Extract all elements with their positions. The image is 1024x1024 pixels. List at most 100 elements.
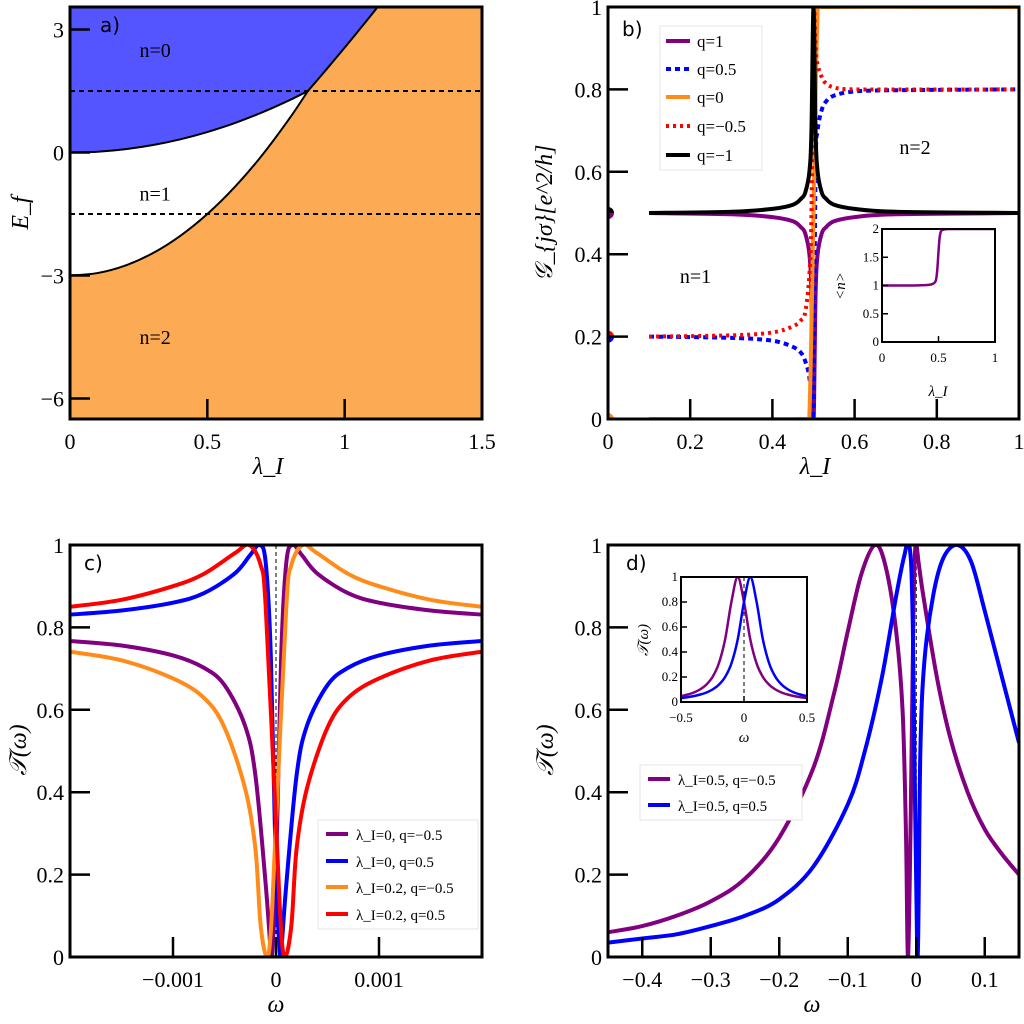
y-tick-label: 1 xyxy=(672,569,679,584)
x-tick-label: 0 xyxy=(603,429,614,454)
legend-label: q=0 xyxy=(697,88,724,107)
y-tick-label: 0.8 xyxy=(662,594,678,609)
y-tick-label: 0 xyxy=(591,945,602,970)
plot-frame xyxy=(680,576,808,703)
x-axis-label: λ_I xyxy=(799,454,831,480)
region-label-n2: n=2 xyxy=(899,137,930,159)
plot-frame xyxy=(606,543,1021,959)
x-tick-label: 0.8 xyxy=(923,429,951,454)
x-tick-label: −0.2 xyxy=(759,967,799,992)
region-label-n1: n=1 xyxy=(680,266,711,288)
region-label-n2: n=2 xyxy=(140,327,171,349)
y-axis-label: 𝒯(ω) xyxy=(6,724,32,775)
y-tick-label: 0 xyxy=(672,694,679,709)
x-tick-label: 0 xyxy=(741,710,748,725)
x-axis-label: ω xyxy=(268,992,285,1018)
series-line-2 xyxy=(649,7,1019,419)
y-tick-label: 0.6 xyxy=(37,698,65,723)
series-line-1 xyxy=(649,87,1019,419)
inset-x-axis-label: ω xyxy=(739,730,750,746)
y-tick-label: 0.2 xyxy=(575,325,603,350)
x-axis-label: ω xyxy=(804,992,821,1018)
panel-label-a: a) xyxy=(100,13,120,37)
y-axis-label: 𝒯(ω) xyxy=(533,724,559,775)
legend-label: λ_I=0.2, q=−0.5 xyxy=(356,881,454,897)
phase-boundary xyxy=(69,90,309,277)
x-tick-label: 0.4 xyxy=(759,429,787,454)
y-tick-label: −3 xyxy=(41,264,64,289)
inset-y-axis-label: <n> xyxy=(833,272,849,300)
x-tick-label: −0.001 xyxy=(142,967,204,992)
series-line-0 xyxy=(608,545,1019,957)
y-axis-label: 𝒢_{jσ}[e^2/h] xyxy=(532,145,558,282)
y-tick-label: −6 xyxy=(41,387,64,412)
inset-x-axis-label: λ_I xyxy=(928,384,949,400)
panel-label-d: d) xyxy=(626,551,647,575)
x-axis-label: λ_I xyxy=(252,454,284,480)
legend-label: q=−0.5 xyxy=(697,117,746,136)
y-tick-label: 2 xyxy=(873,221,880,236)
x-tick-label: −0.4 xyxy=(622,967,662,992)
series-line-2 xyxy=(70,545,482,957)
panel-d-transmission: λ_I=0.5, q=−0.5 λ_I=0.5, q=0.5 −0.4 −0.3 −0.… xyxy=(533,533,1021,1018)
x-tick-label: 0 xyxy=(879,350,886,365)
y-tick-label: 0.4 xyxy=(662,644,679,659)
y-axis-label: E_f xyxy=(8,193,34,231)
panel-label-b: b) xyxy=(622,17,643,41)
legend-label: λ_I=0.5, q=0.5 xyxy=(678,799,767,815)
panel-c-transmission: λ_I=0, q=−0.5 λ_I=0, q=0.5 λ_I=0.2, q=−0.5… xyxy=(6,533,484,1018)
y-tick-label: 0.6 xyxy=(662,619,679,634)
series-line-1 xyxy=(681,577,807,700)
series-line-1 xyxy=(608,545,1019,957)
y-tick-label: 0.8 xyxy=(575,77,603,102)
series-line-0 xyxy=(70,545,482,957)
legend-label: λ_I=0.2, q=0.5 xyxy=(356,908,445,924)
y-tick-label: 0 xyxy=(53,141,64,166)
x-tick-label: 0.5 xyxy=(194,429,222,454)
plot-frame xyxy=(68,5,484,421)
y-tick-label: 0.5 xyxy=(863,306,879,321)
plot-frame xyxy=(68,543,484,959)
x-tick-label: 1 xyxy=(992,350,999,365)
x-tick-label: 0.2 xyxy=(676,429,704,454)
legend-label: λ_I=0, q=0.5 xyxy=(356,855,434,871)
y-tick-label: 0 xyxy=(591,407,602,432)
x-tick-label: 0 xyxy=(271,967,282,992)
y-tick-label: 0.6 xyxy=(575,698,603,723)
y-tick-label: 1 xyxy=(591,533,602,558)
phase-boundary xyxy=(307,6,379,92)
x-tick-label: 1 xyxy=(339,429,350,454)
y-tick-label: 1.5 xyxy=(863,249,879,264)
y-tick-label: 1 xyxy=(873,278,880,293)
panel-label-c: c) xyxy=(84,551,103,575)
y-tick-label: 0.6 xyxy=(575,160,603,185)
legend-label: q=1 xyxy=(697,32,724,51)
series-line-3 xyxy=(70,545,482,957)
panel-a-phase-diagram: n=0 n=1 n=2 0 0.5 1 1.5 3 0 −3 −6 a) λ_I E_f xyxy=(8,5,496,480)
y-tick-label: 3 xyxy=(53,18,64,43)
region-label-n1: n=1 xyxy=(140,184,171,206)
y-tick-label: 0 xyxy=(873,334,880,349)
region-label-n0: n=0 xyxy=(140,40,171,62)
y-tick-label: 0 xyxy=(53,945,64,970)
legend-label: λ_I=0, q=−0.5 xyxy=(356,828,442,844)
y-tick-label: 0.4 xyxy=(575,780,603,805)
inset-occupation: 0 0.5 1 0 0.5 1 1.5 2 λ_I <n> xyxy=(833,221,998,400)
x-tick-label: 1 xyxy=(1014,429,1024,454)
inset-y-axis-label: 𝒯(ω) xyxy=(636,624,652,656)
x-tick-label: 0.6 xyxy=(841,429,869,454)
y-tick-label: 1 xyxy=(53,533,64,558)
x-tick-label: 1.5 xyxy=(468,429,496,454)
x-tick-label: −0.3 xyxy=(691,967,731,992)
y-tick-label: 0.4 xyxy=(575,242,603,267)
plot-frame xyxy=(606,5,1021,421)
y-tick-label: 0.8 xyxy=(575,615,603,640)
x-tick-label: 0.5 xyxy=(799,710,815,725)
region-n1 xyxy=(70,91,308,276)
y-tick-label: 1 xyxy=(591,0,602,20)
y-tick-label: 0.8 xyxy=(37,615,65,640)
x-tick-label: −0.5 xyxy=(669,710,693,725)
x-tick-label: −0.1 xyxy=(828,967,868,992)
x-tick-label: 0 xyxy=(911,967,922,992)
